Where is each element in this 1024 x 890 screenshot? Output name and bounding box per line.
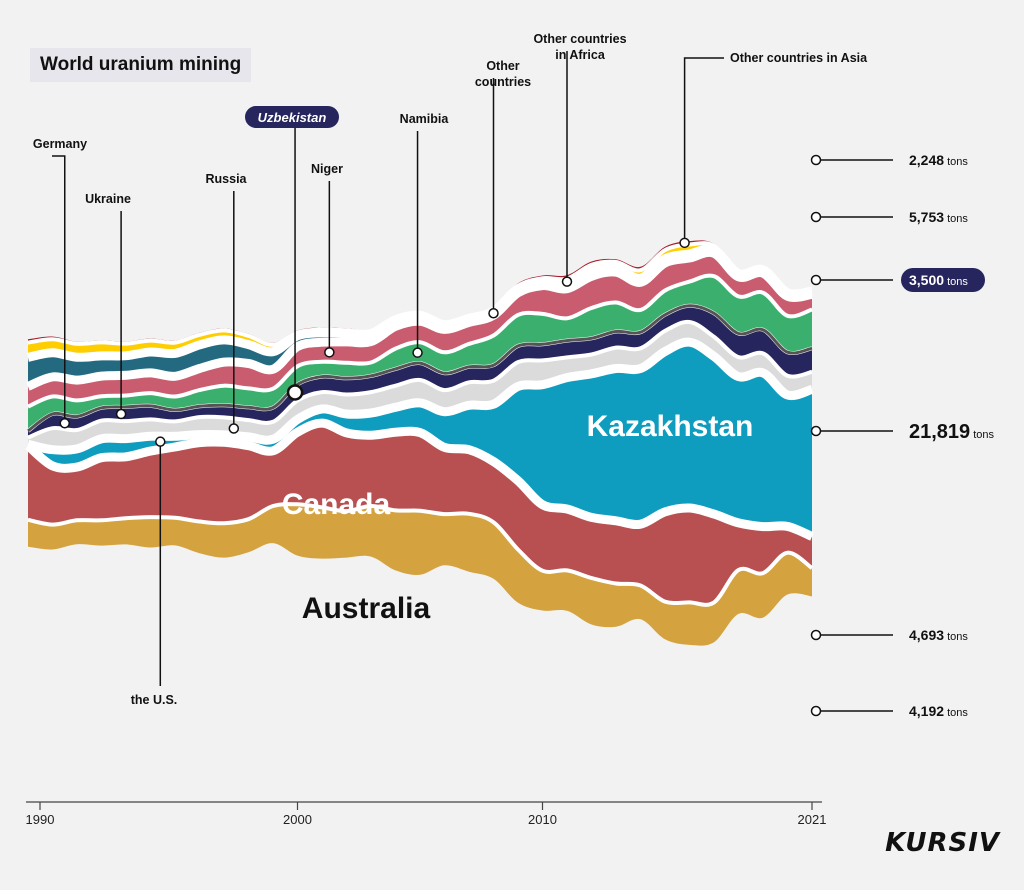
value-dot	[810, 629, 822, 641]
final-value-australia: 4,192 tons	[810, 703, 968, 719]
anchor-dot	[412, 347, 423, 358]
final-value-niger: 2,248 tons	[810, 152, 968, 168]
annotation-text: Uzbekistan	[258, 110, 327, 125]
annotation-text-line: Other	[486, 59, 519, 73]
annotation-text-line: Other countries	[533, 32, 626, 46]
annotation-germany: Germany	[33, 137, 87, 429]
annotation-text: Niger	[311, 162, 343, 176]
x-tick-label: 2021	[798, 812, 827, 827]
value-dot	[810, 211, 822, 223]
value-dot	[810, 705, 822, 717]
label-australia: Australia	[302, 592, 431, 625]
anchor-dot	[59, 418, 70, 429]
stream-layers	[25, 240, 814, 646]
separator-2	[25, 418, 814, 541]
annotation-uzbekistan: Uzbekistan	[245, 106, 339, 401]
highlight-pill	[245, 106, 339, 128]
annotation-text: Namibia	[400, 112, 450, 126]
separator-4	[27, 319, 813, 440]
stream-canada	[28, 423, 812, 605]
x-tick-label: 2000	[283, 812, 312, 827]
x-axis: 1990 2000 2010 2021	[26, 801, 827, 827]
annotation-text: the U.S.	[131, 693, 178, 707]
value-dot	[810, 154, 822, 166]
label-kazakhstan: Kazakhstan	[587, 410, 754, 443]
annotation-russia: Russia	[206, 172, 248, 434]
anchor-dot	[488, 308, 499, 319]
anchor-dot	[679, 237, 690, 249]
final-value-uzbekistan: 3,500 tons	[810, 268, 985, 292]
annotation-ukraine: Ukraine	[85, 192, 131, 420]
annotation-text: Other countries in Asia	[730, 51, 868, 65]
annotation-text: Russia	[206, 172, 248, 186]
anchor-dot	[155, 436, 166, 447]
leader-line	[683, 57, 724, 243]
anchor-dot	[115, 408, 127, 420]
stream-uzbekistan	[28, 305, 812, 438]
annotation-us: the U.S.	[131, 436, 178, 707]
annotation-niger: Niger	[311, 162, 343, 358]
annotation-text: Germany	[33, 137, 87, 151]
value-dot	[810, 274, 822, 286]
value-dot	[810, 425, 822, 437]
annotation-text: Ukraine	[85, 192, 131, 206]
value-text: 21,819 tons	[909, 421, 995, 443]
value-text: 5,753 tons	[909, 209, 968, 225]
chart-title: World uranium mining	[30, 48, 252, 82]
final-value-kazakhstan: 21,819 tons	[810, 421, 995, 443]
value-text: 4,192 tons	[909, 703, 968, 719]
x-tick-label: 2010	[528, 812, 557, 827]
anchor-dot	[228, 423, 240, 434]
leader-line	[52, 155, 66, 424]
value-text: 4,693 tons	[909, 627, 968, 643]
annotation-text-line: in Africa	[555, 48, 606, 62]
stream-africa	[28, 243, 812, 358]
final-value-canada: 4,693 tons	[810, 627, 968, 643]
separator-1	[27, 502, 814, 607]
annotation-namibia: Namibia	[400, 112, 450, 358]
separator-6	[27, 273, 813, 409]
x-tick-label: 1990	[26, 812, 55, 827]
stream-niger	[28, 252, 812, 407]
highlight-pill	[901, 268, 985, 292]
brand-logo: KURSIV	[885, 828, 1000, 858]
annotation-text-line: countries	[475, 75, 531, 89]
uzbekistan-edge	[27, 304, 813, 433]
annotation-africa: Other countries in Africa	[533, 32, 627, 287]
value-text: 3,500 tons	[909, 272, 968, 288]
annotation-asia: Other countries in Asia	[679, 51, 868, 249]
stream-kazakhstan	[28, 342, 812, 537]
anchor-dot	[324, 347, 335, 358]
stream-australia	[28, 504, 812, 646]
final-value-namibia: 5,753 tons	[810, 209, 968, 225]
separator-3	[26, 337, 814, 455]
anchor-dot	[561, 276, 573, 287]
label-canada: Canada	[282, 488, 391, 521]
annotation-other: Other countries	[475, 59, 531, 319]
value-text: 2,248 tons	[909, 152, 968, 168]
anchor-dot	[286, 384, 304, 401]
